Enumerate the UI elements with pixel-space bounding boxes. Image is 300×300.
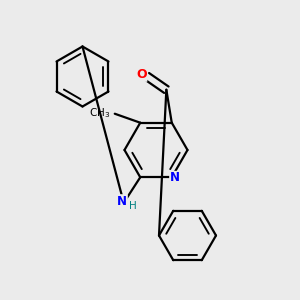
Text: H: H bbox=[130, 201, 137, 211]
Text: CH$_3$: CH$_3$ bbox=[89, 106, 110, 120]
Text: O: O bbox=[136, 68, 147, 81]
Text: N: N bbox=[170, 171, 180, 184]
Text: N: N bbox=[117, 195, 127, 208]
